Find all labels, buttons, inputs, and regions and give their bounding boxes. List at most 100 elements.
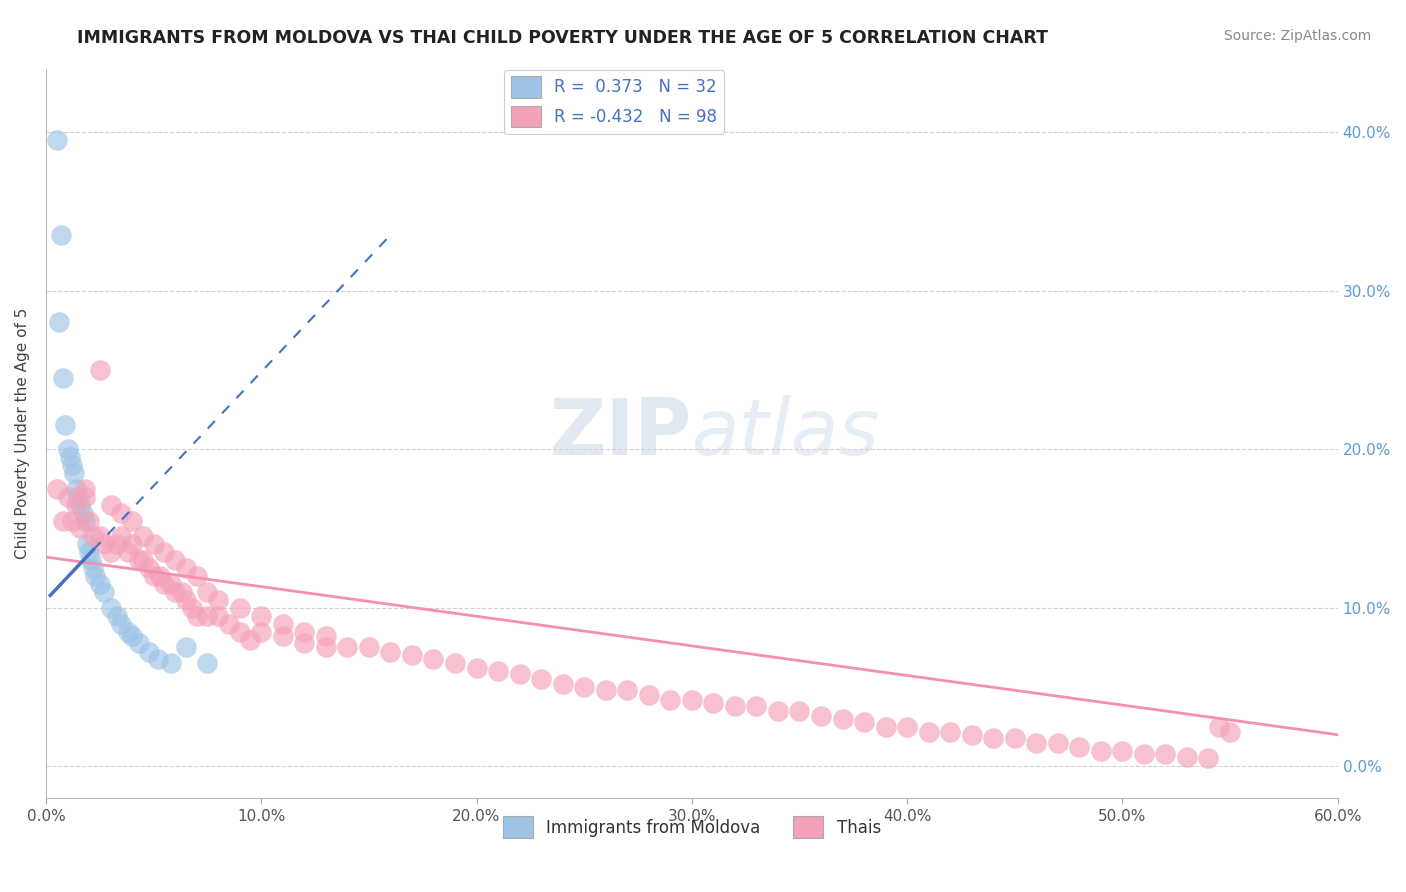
Point — [239, 632, 262, 647]
Point — [789, 704, 811, 718]
Point — [110, 506, 132, 520]
Point — [59, 450, 82, 464]
Point — [186, 608, 208, 623]
Text: atlas: atlas — [692, 395, 880, 471]
Point — [174, 640, 197, 655]
Point — [228, 600, 250, 615]
Point — [186, 569, 208, 583]
Point — [702, 696, 724, 710]
Point — [132, 529, 155, 543]
Point — [132, 553, 155, 567]
Point — [60, 514, 83, 528]
Point — [595, 683, 617, 698]
Point — [1090, 743, 1112, 757]
Point — [52, 371, 75, 385]
Point — [105, 537, 128, 551]
Point — [121, 629, 143, 643]
Point — [831, 712, 853, 726]
Point — [853, 714, 876, 729]
Point — [72, 506, 94, 520]
Y-axis label: Child Poverty Under the Age of 5: Child Poverty Under the Age of 5 — [15, 308, 30, 559]
Point — [142, 537, 165, 551]
Point — [896, 720, 918, 734]
Point — [128, 553, 150, 567]
Point — [45, 482, 67, 496]
Point — [981, 731, 1004, 745]
Point — [465, 661, 488, 675]
Point — [105, 608, 128, 623]
Point — [110, 529, 132, 543]
Point — [207, 593, 229, 607]
Point — [160, 577, 183, 591]
Point — [165, 585, 187, 599]
Point — [69, 521, 91, 535]
Point — [100, 498, 122, 512]
Point — [616, 683, 638, 698]
Point — [73, 490, 96, 504]
Point — [380, 645, 402, 659]
Point — [93, 585, 115, 599]
Point — [1111, 743, 1133, 757]
Point — [80, 553, 103, 567]
Point — [45, 133, 67, 147]
Point — [170, 585, 193, 599]
Point — [197, 608, 219, 623]
Point — [486, 665, 509, 679]
Point — [509, 667, 531, 681]
Point — [69, 498, 91, 512]
Point — [149, 569, 172, 583]
Point — [153, 577, 176, 591]
Point — [48, 315, 70, 329]
Point — [228, 624, 250, 639]
Legend: Immigrants from Moldova, Thais: Immigrants from Moldova, Thais — [496, 810, 887, 845]
Point — [1219, 724, 1241, 739]
Point — [681, 693, 703, 707]
Point — [530, 672, 553, 686]
Point — [572, 680, 595, 694]
Point — [100, 545, 122, 559]
Point — [336, 640, 359, 655]
Point — [63, 466, 86, 480]
Point — [128, 636, 150, 650]
Point — [1069, 740, 1091, 755]
Point — [1154, 747, 1177, 761]
Point — [1198, 751, 1220, 765]
Point — [207, 608, 229, 623]
Point — [250, 624, 273, 639]
Point — [100, 600, 122, 615]
Point — [875, 720, 897, 734]
Point — [1175, 750, 1198, 764]
Point — [65, 498, 87, 512]
Point — [271, 629, 294, 643]
Point — [82, 529, 104, 543]
Point — [1133, 747, 1156, 761]
Point — [1025, 736, 1047, 750]
Point — [89, 577, 111, 591]
Point — [142, 569, 165, 583]
Point — [724, 699, 747, 714]
Point — [174, 593, 197, 607]
Point — [444, 657, 467, 671]
Point — [1208, 720, 1230, 734]
Point — [56, 490, 79, 504]
Point — [1004, 731, 1026, 745]
Text: IMMIGRANTS FROM MOLDOVA VS THAI CHILD POVERTY UNDER THE AGE OF 5 CORRELATION CHA: IMMIGRANTS FROM MOLDOVA VS THAI CHILD PO… — [77, 29, 1049, 46]
Point — [77, 545, 100, 559]
Point — [745, 699, 768, 714]
Point — [357, 640, 380, 655]
Point — [917, 724, 939, 739]
Point — [271, 616, 294, 631]
Point — [60, 458, 83, 472]
Point — [76, 537, 98, 551]
Point — [89, 529, 111, 543]
Point — [84, 569, 107, 583]
Point — [117, 545, 139, 559]
Point — [197, 657, 219, 671]
Text: Source: ZipAtlas.com: Source: ZipAtlas.com — [1223, 29, 1371, 43]
Point — [146, 651, 169, 665]
Point — [110, 616, 132, 631]
Point — [56, 442, 79, 457]
Point — [197, 585, 219, 599]
Point — [810, 708, 832, 723]
Point — [73, 514, 96, 528]
